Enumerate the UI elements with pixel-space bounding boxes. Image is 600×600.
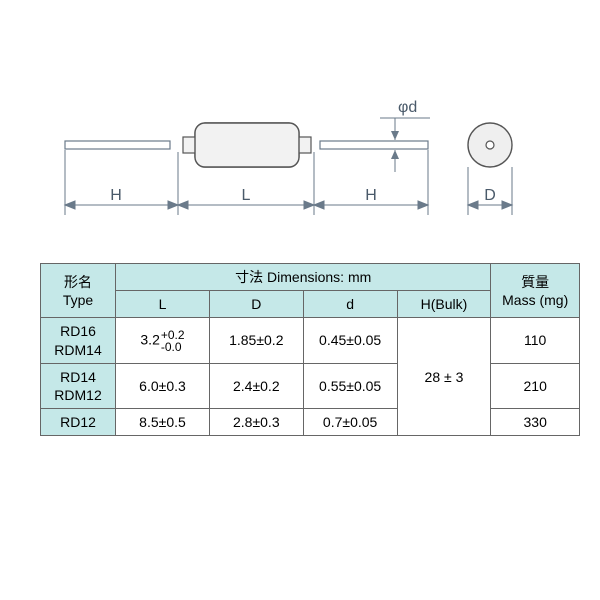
mass-1: 210 [491, 363, 580, 408]
th-type: 形名 Type [41, 264, 116, 318]
L-1: 6.0±0.3 [116, 363, 210, 408]
dimensions-table: 形名 Type 寸法 Dimensions: mm 質量 Mass (mg) L… [40, 263, 580, 436]
D-0: 1.85±0.2 [209, 318, 303, 363]
th-dims-jp: 寸法 [235, 269, 263, 285]
th-D: D [209, 291, 303, 318]
type-cell: RD16 RDM14 [41, 318, 116, 363]
type-1: RD14 RDM12 [54, 369, 101, 403]
th-H: H(Bulk) [397, 291, 491, 318]
th-mass-jp: 質量 [521, 274, 549, 290]
L-0: 3.2+0.2-0.0 [116, 318, 210, 363]
mass-2: 330 [491, 409, 580, 436]
th-d: d [303, 291, 397, 318]
d-0: 0.45±0.05 [303, 318, 397, 363]
th-type-jp: 形名 [64, 274, 92, 290]
table-row: RD12 8.5±0.5 2.8±0.3 0.7±0.05 330 [41, 409, 580, 436]
D-1: 2.4±0.2 [209, 363, 303, 408]
dim-H-left: H [110, 187, 122, 204]
mass-0: 110 [491, 318, 580, 363]
th-mass-en: Mass (mg) [502, 292, 568, 308]
th-L: L [116, 291, 210, 318]
th-mass: 質量 Mass (mg) [491, 264, 580, 318]
dim-D: D [484, 187, 496, 204]
type-0: RD16 RDM14 [54, 323, 101, 357]
type-cell: RD12 [41, 409, 116, 436]
dim-L: L [242, 187, 251, 204]
dimension-lines [65, 201, 512, 209]
end-view [468, 123, 512, 167]
th-dims-en: Dimensions: mm [267, 269, 371, 285]
th-dimensions: 寸法 Dimensions: mm [116, 264, 491, 291]
table-row: RD16 RDM14 3.2+0.2-0.0 1.85±0.2 0.45±0.0… [41, 318, 580, 363]
resistor-body [183, 123, 311, 167]
table-row: RD14 RDM12 6.0±0.3 2.4±0.2 0.55±0.05 210 [41, 363, 580, 408]
lead-left [65, 141, 170, 149]
phi-d-text: φd [398, 99, 417, 116]
type-cell: RD14 RDM12 [41, 363, 116, 408]
th-type-en: Type [63, 292, 93, 308]
L-2: 8.5±0.5 [116, 409, 210, 436]
H-shared: 28 ± 3 [397, 318, 491, 436]
lead-right [320, 141, 428, 149]
phi-d-label: φd [380, 99, 430, 172]
component-diagram: φd [0, 0, 600, 260]
D-2: 2.8±0.3 [209, 409, 303, 436]
d-1: 0.55±0.05 [303, 363, 397, 408]
d-2: 0.7±0.05 [303, 409, 397, 436]
dim-H-right: H [365, 187, 377, 204]
